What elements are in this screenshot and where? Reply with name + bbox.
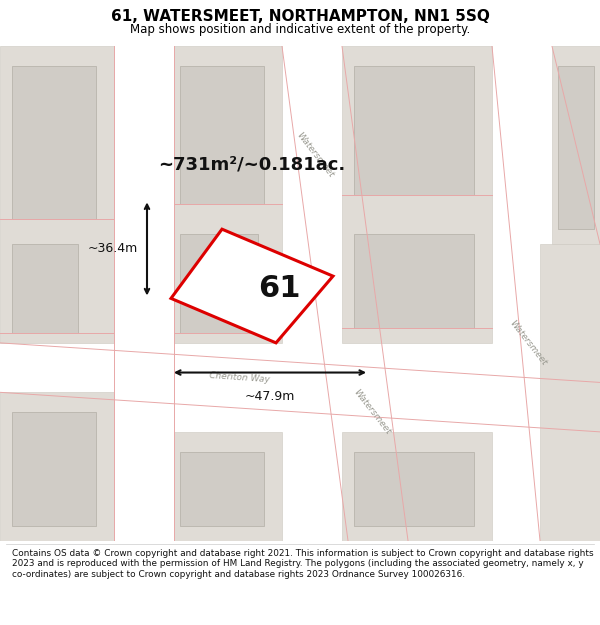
Polygon shape: [0, 46, 114, 343]
Polygon shape: [492, 46, 600, 244]
Text: ~731m²/~0.181ac.: ~731m²/~0.181ac.: [158, 156, 346, 174]
Polygon shape: [171, 229, 333, 343]
Polygon shape: [354, 234, 474, 328]
Text: 61, WATERSMEET, NORTHAMPTON, NN1 5SQ: 61, WATERSMEET, NORTHAMPTON, NN1 5SQ: [110, 9, 490, 24]
Polygon shape: [114, 46, 174, 541]
Text: 61: 61: [258, 274, 300, 303]
Text: Map shows position and indicative extent of the property.: Map shows position and indicative extent…: [130, 23, 470, 36]
Polygon shape: [174, 46, 282, 343]
Polygon shape: [174, 432, 282, 541]
Polygon shape: [0, 343, 600, 432]
Polygon shape: [342, 432, 492, 541]
Polygon shape: [354, 66, 474, 194]
Polygon shape: [12, 66, 96, 219]
Text: Watersmeet: Watersmeet: [508, 319, 548, 367]
Polygon shape: [342, 46, 492, 343]
Polygon shape: [540, 244, 600, 541]
Polygon shape: [558, 66, 594, 229]
Polygon shape: [0, 392, 114, 541]
Text: Watersmeet: Watersmeet: [295, 131, 335, 179]
Text: ~47.9m: ~47.9m: [245, 390, 295, 403]
Polygon shape: [180, 66, 264, 204]
Polygon shape: [354, 452, 474, 526]
Polygon shape: [180, 234, 258, 333]
Polygon shape: [282, 46, 408, 541]
Text: ~36.4m: ~36.4m: [88, 242, 138, 256]
Polygon shape: [12, 412, 96, 526]
Text: Watersmeet: Watersmeet: [352, 388, 392, 436]
Text: Contains OS data © Crown copyright and database right 2021. This information is : Contains OS data © Crown copyright and d…: [12, 549, 593, 579]
Polygon shape: [12, 244, 78, 333]
Text: Cheriton Way: Cheriton Way: [209, 371, 271, 384]
Polygon shape: [180, 452, 264, 526]
Polygon shape: [552, 46, 600, 244]
